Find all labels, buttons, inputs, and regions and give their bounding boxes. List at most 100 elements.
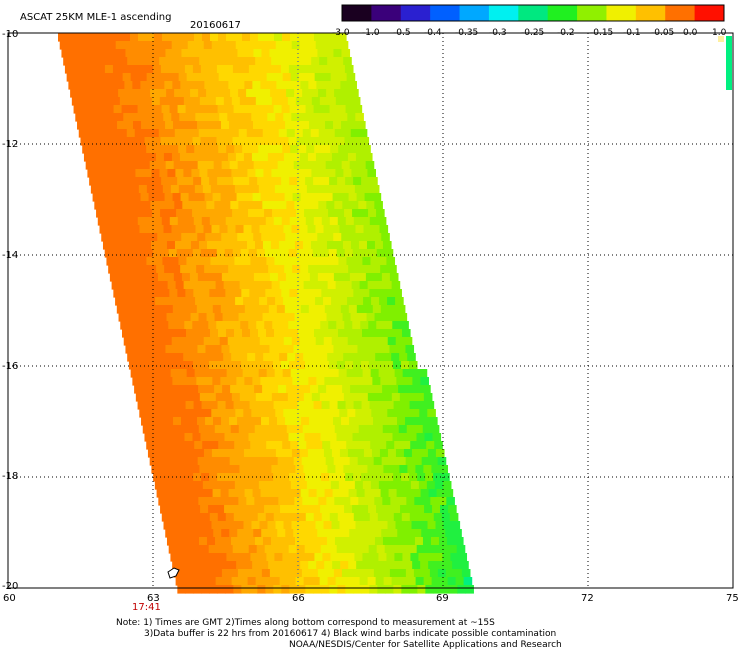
swath-cell [179,113,188,122]
swath-cell [288,249,298,258]
swath-cell [59,41,69,50]
swath-cell [302,537,312,546]
swath-cell [166,385,175,394]
swath-cell [213,457,223,466]
swath-cell [280,433,290,442]
swath-cell [130,185,140,194]
swath-cell [125,233,134,242]
swath-cell [172,193,182,202]
swath-cell [138,145,147,154]
swath-cell [359,577,369,586]
swath-cell [237,233,246,242]
swath-cell [331,225,341,234]
swath-cell [202,481,212,490]
swath-cell [117,121,126,130]
swath-cell [305,177,314,186]
swath-cell [181,417,190,426]
swath-cell [325,121,334,130]
swath-cell [318,313,328,322]
swath-cell [144,65,154,74]
swath-cell [91,153,101,162]
swath-cell [165,417,174,426]
swath-cell [270,385,279,394]
swath-cell [181,49,191,58]
swath-cell [355,337,365,346]
swath-cell [334,313,344,322]
swath-cell [205,161,215,170]
swath-cell [351,393,361,402]
swath-cell [163,337,173,346]
swath-cell [258,329,267,338]
swath-cell [304,65,314,74]
swath-cell [190,89,199,98]
swath-cell [144,249,154,258]
swath-cell [222,201,231,210]
swath-cell [398,425,408,434]
swath-cell [96,209,105,218]
swath-cell [342,201,351,210]
swath-cell [153,105,163,114]
swath-cell [436,561,445,570]
swath-cell [328,433,338,442]
swath-cell [322,185,332,194]
swath-cell [311,97,321,106]
swath-cell [317,457,327,466]
swath-cell [63,57,72,66]
swath-cell [115,297,124,306]
swath-cell [205,233,214,242]
swath-cell [144,209,153,218]
swath-cell [398,385,407,394]
swath-cell [215,353,224,362]
swath-cell [346,73,356,82]
swath-cell [149,345,159,354]
swath-cell [235,153,245,162]
swath-cell [430,537,440,546]
swath-cell [150,241,160,250]
swath-cell [384,545,394,554]
swath-cell [218,441,227,450]
swath-cell [253,121,262,130]
swath-cell [157,49,167,58]
swath-cell [300,561,309,570]
swath-cell [218,73,228,82]
swath-cell [139,337,149,346]
swath-cell [263,57,272,66]
swath-cell [344,137,354,146]
swath-cell [217,217,227,226]
swath-cell [145,289,154,298]
swath-cell [338,145,347,154]
swath-cell [393,289,402,298]
swath-cell [201,217,211,226]
swath-cell [192,209,201,218]
swath-cell [370,553,380,562]
swath-cell [267,449,277,458]
swath-cell [216,545,226,554]
swath-cell [297,177,306,186]
swath-cell [222,129,232,138]
swath-cell [272,321,281,330]
swath-cell [214,89,223,98]
swath-cell [376,545,386,554]
swath-cell [193,289,202,298]
swath-cell [338,185,348,194]
swath-cell [243,521,253,530]
swath-cell [222,241,232,250]
swath-cell [192,361,202,370]
swath-cell [244,305,254,314]
swath-cell [191,169,201,178]
swath-cell [71,57,80,66]
swath-cell [273,177,282,186]
swath-cell [230,201,239,210]
swath-cell [322,369,332,378]
swath-cell [410,481,420,490]
swath-cell [329,401,339,410]
swath-cell [408,361,418,370]
swath-cell [77,49,87,58]
swath-cell [451,521,461,530]
swath-cell [292,265,301,274]
swath-cell [189,457,199,466]
swath-cell [141,417,150,426]
swath-cell [171,521,181,530]
swath-cell [278,425,288,434]
swath-cell [211,297,220,306]
